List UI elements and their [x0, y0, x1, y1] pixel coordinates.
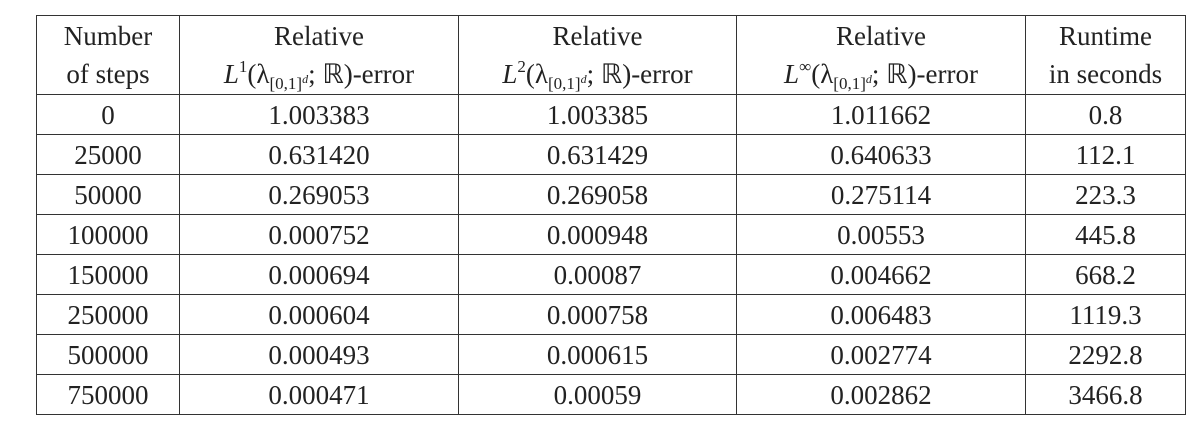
- header-line: Runtime: [1026, 17, 1185, 55]
- cell: 0.002774: [736, 334, 1026, 375]
- header-text: ; ℝ)-error: [308, 59, 415, 89]
- cell: 0.269053: [179, 174, 459, 215]
- cell: 0.000615: [458, 334, 737, 375]
- data-row: 0 1.003383 1.003385 1.011662 0.8: [36, 94, 1186, 135]
- cell: 0.8: [1025, 94, 1186, 135]
- cell: 445.8: [1025, 214, 1186, 255]
- cell: 0.002862: [736, 374, 1026, 415]
- header-text: Runtime: [1059, 21, 1152, 51]
- cell: 1119.3: [1025, 294, 1186, 335]
- cell: 0.00059: [458, 374, 737, 415]
- header-text: Relative: [274, 21, 364, 51]
- data-row: 150000 0.000694 0.00087 0.004662 668.2: [36, 254, 1186, 295]
- cell: 0.006483: [736, 294, 1026, 335]
- cell: 223.3: [1025, 174, 1186, 215]
- cell: 0.631420: [179, 134, 459, 175]
- superscript: 2: [517, 57, 526, 76]
- header-text: (λ: [811, 59, 834, 89]
- cell: 668.2: [1025, 254, 1186, 295]
- header-text: Relative: [836, 21, 926, 51]
- cell: 112.1: [1025, 134, 1186, 175]
- subscript-exponent: d: [865, 72, 872, 86]
- header-line: Relative: [737, 17, 1025, 55]
- cell: 100000: [36, 214, 180, 255]
- data-row: 750000 0.000471 0.00059 0.002862 3466.8: [36, 374, 1186, 415]
- header-text: L: [784, 59, 800, 89]
- header-text: (λ: [525, 59, 548, 89]
- cell: 25000: [36, 134, 180, 175]
- cell: 0.004662: [736, 254, 1026, 295]
- cell: 150000: [36, 254, 180, 295]
- cell: 500000: [36, 334, 180, 375]
- cell: 1.003383: [179, 94, 459, 135]
- header-text: Number: [63, 21, 153, 51]
- subscript: [0,1]d: [269, 72, 309, 93]
- data-row: 100000 0.000752 0.000948 0.00553 445.8: [36, 214, 1186, 255]
- cell: 0.000493: [179, 334, 459, 375]
- header-text: (λ: [247, 59, 270, 89]
- header-cell: Relative L1(λ[0,1]d; ℝ)-error: [179, 15, 459, 95]
- data-row: 500000 0.000493 0.000615 0.002774 2292.8: [36, 334, 1186, 375]
- results-table: Number of steps Relative L1(λ[0,1]d; ℝ)-err…: [36, 15, 1186, 415]
- header-line: L∞(λ[0,1]d; ℝ)-error: [737, 55, 1025, 93]
- header-text: Relative: [552, 21, 643, 51]
- header-cell: Relative L2(λ[0,1]d; ℝ)-error: [458, 15, 737, 95]
- header-text: ; ℝ)-error: [871, 59, 978, 89]
- header-text: L: [223, 59, 239, 89]
- cell: 750000: [36, 374, 180, 415]
- superscript: ∞: [799, 57, 812, 76]
- table-body: 0 1.003383 1.003385 1.011662 0.8 25000 0.63142…: [36, 94, 1186, 415]
- cell: 0.00087: [458, 254, 737, 295]
- header-line: L1(λ[0,1]d; ℝ)-error: [180, 55, 458, 93]
- cell: 250000: [36, 294, 180, 335]
- header-line: Relative: [180, 17, 458, 55]
- header-text: in seconds: [1048, 59, 1163, 89]
- cell: 0.275114: [736, 174, 1026, 215]
- data-row: 25000 0.631420 0.631429 0.640633 112.1: [36, 134, 1186, 175]
- cell: 50000: [36, 174, 180, 215]
- cell: 1.011662: [736, 94, 1026, 135]
- header-line: L2(λ[0,1]d; ℝ)-error: [459, 55, 736, 93]
- cell: 0.000694: [179, 254, 459, 295]
- cell: 0.269058: [458, 174, 737, 215]
- subscript: [0,1]d: [833, 72, 872, 93]
- cell: 0.640633: [736, 134, 1026, 175]
- header-text: of steps: [66, 59, 150, 89]
- data-row: 50000 0.269053 0.269058 0.275114 223.3: [36, 174, 1186, 215]
- cell: 0.00553: [736, 214, 1026, 255]
- cell: 3466.8: [1025, 374, 1186, 415]
- header-text: ; ℝ)-error: [586, 59, 693, 89]
- subscript-exponent: d: [580, 72, 587, 86]
- cell: 0: [36, 94, 180, 135]
- cell: 0.000758: [458, 294, 737, 335]
- header-line: in seconds: [1026, 55, 1185, 93]
- header-cell: Relative L∞(λ[0,1]d; ℝ)-error: [736, 15, 1026, 95]
- header-row: Number of steps Relative L1(λ[0,1]d; ℝ)-err…: [36, 15, 1186, 95]
- cell: 0.631429: [458, 134, 737, 175]
- header-cell: Number of steps: [36, 15, 180, 95]
- cell: 1.003385: [458, 94, 737, 135]
- cell: 0.000948: [458, 214, 737, 255]
- header-line: Number: [37, 17, 179, 55]
- superscript: 1: [238, 57, 248, 76]
- header-line: Relative: [459, 17, 736, 55]
- header-text: L: [502, 59, 518, 89]
- cell: 0.000471: [179, 374, 459, 415]
- subscript-exponent: d: [302, 72, 309, 86]
- header-line: of steps: [37, 55, 179, 93]
- cell: 0.000752: [179, 214, 459, 255]
- data-row: 250000 0.000604 0.000758 0.006483 1119.3: [36, 294, 1186, 335]
- subscript: [0,1]d: [547, 72, 587, 93]
- cell: 0.000604: [179, 294, 459, 335]
- cell: 2292.8: [1025, 334, 1186, 375]
- header-cell: Runtime in seconds: [1025, 15, 1186, 95]
